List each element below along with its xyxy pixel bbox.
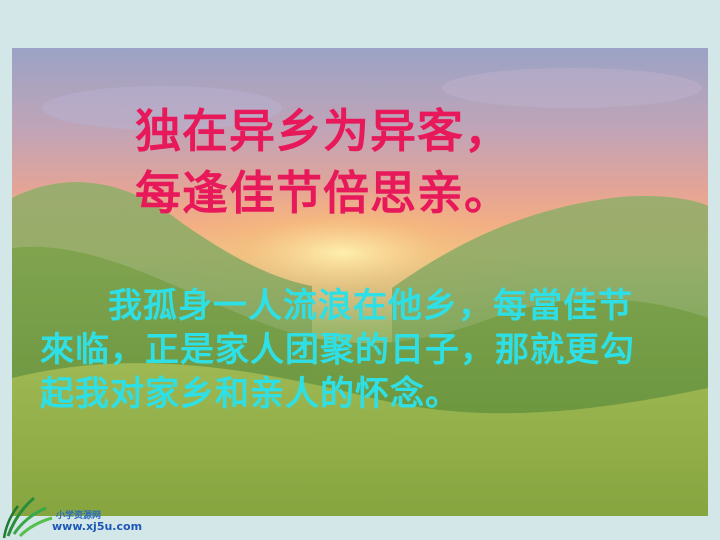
poem-text: 独在异乡为异客， 每逢佳节倍思亲。 <box>12 100 708 224</box>
poem-explanation: 我孤身一人流浪在他乡，每當佳节來临，正是家人团聚的日子，那就更勾起我对家乡和亲人… <box>40 286 635 414</box>
landscape-illustration <box>12 68 708 516</box>
poem-line-1: 独在异乡为异客， <box>135 104 511 158</box>
poem-line-2: 每逢佳节倍思亲。 <box>135 166 511 220</box>
watermark-site-name: 小学资源网 <box>56 511 102 521</box>
landscape-panel: 独在异乡为异客， 每逢佳节倍思亲。 我孤身一人流浪在他乡，每當佳节來临，正是家人… <box>12 48 708 516</box>
watermark-url[interactable]: www.xj5u.com <box>52 520 143 533</box>
site-logo-icon <box>2 496 53 539</box>
